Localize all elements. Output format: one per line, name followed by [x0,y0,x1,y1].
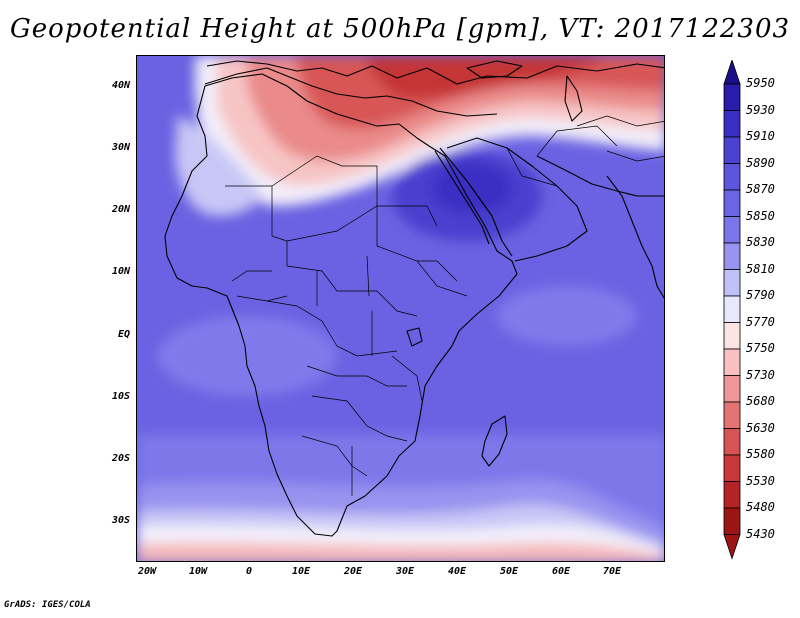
border-9 [301,435,368,477]
field-band-5830-indian [497,286,637,346]
colorbar-label: 5480 [746,500,775,514]
colorbar-swatch [723,163,741,191]
lat-label: EQ [117,329,130,340]
chart-title: Geopotential Height at 500hPa [gpm], VT:… [9,14,791,44]
colorbar-swatch [723,507,741,535]
field-band-5530-north [367,56,607,98]
border-6 [266,300,398,357]
arabia-coastline [446,137,588,262]
madagascar-coastline [481,415,508,467]
colorbar-swatch [723,375,741,403]
field-band-5830-atlantic [157,316,337,396]
colorbar-swatch [723,295,741,323]
colorbar-label: 5870 [746,182,775,196]
colorbar-swatch [723,454,741,482]
colorbar-label: 5830 [746,235,775,249]
colorbar-swatch [723,428,741,456]
colorbar-swatch [723,348,741,376]
colorbar-label: 5730 [746,367,775,382]
colorbar-label: 5680 [746,394,775,408]
lon-label: 20W [137,566,157,577]
colorbar-label: 5850 [746,208,775,223]
colorbar-label: 5430 [746,526,775,541]
lat-label: 30S [111,515,130,526]
colorbar-label: 5930 [746,102,775,117]
colorbar-swatch [723,269,741,297]
colorbar-swatch [723,136,741,164]
lon-label: 40E [447,566,467,577]
lat-label: 20N [111,204,130,215]
colorbar-swatch [723,481,741,509]
field-band-5730-south [137,543,664,561]
mediterranean-south-coast [204,67,498,117]
colorbar-label: 5790 [746,288,775,302]
coastlines [164,60,664,537]
colorbar [723,60,741,560]
colorbar-swatch [723,322,741,350]
colorbar-max-arrow [723,60,741,85]
border-20 [576,115,664,127]
border-18 [506,147,558,187]
lon-label: 0 [245,566,253,577]
border-8 [311,395,408,442]
grads-credit: GrADS: IGES/COLA [4,600,91,610]
lat-label: 20S [111,453,130,464]
colorbar-label: 5910 [746,129,775,143]
border-1 [225,185,288,266]
colorbar-label: 5630 [746,420,775,435]
border-5 [286,265,418,317]
europe-coastline [206,60,664,85]
colorbar-swatch [723,83,741,111]
colorbar-swatch [723,189,741,217]
colorbar-min-arrow [723,534,741,560]
lon-label: 50E [499,566,519,577]
lat-label: 10S [111,391,130,402]
border-13 [417,260,458,282]
colorbar-label: 5580 [746,447,775,461]
colorbar-swatch [723,216,741,244]
border-17 [231,270,272,282]
colorbar-swatch [723,242,741,270]
africa-coastline [164,73,518,537]
lon-label: 30E [395,566,415,577]
border-21 [606,150,664,162]
red-sea-east-coast [439,147,513,257]
colorbar-label: 5890 [746,155,775,170]
border-2 [271,155,378,206]
lon-label: 60E [551,566,571,577]
lat-label: 10N [111,266,130,277]
india-coastline [606,175,664,299]
lat-label: 40N [111,80,130,91]
lake-victoria [406,327,423,347]
country-borders [225,115,664,496]
black-sea-coastline [466,60,523,79]
lon-label: 70E [602,566,622,577]
map-panel [136,55,665,562]
iran-coastline [536,155,664,197]
lon-label: 10E [291,566,311,577]
field-band-5790-west [175,116,260,216]
red-sea-west-coast [434,150,490,245]
border-11 [366,255,370,297]
caspian-sea-coastline [564,75,583,122]
colorbar-swatch [723,110,741,138]
lat-label: 30N [111,142,130,153]
lon-label: 10W [188,566,208,577]
colorbar-label: 5950 [746,76,775,90]
field-band-5850-nw [137,56,197,96]
geopotential-map [137,56,664,561]
lon-label: 20E [343,566,363,577]
colorbar-label: 5770 [746,314,775,329]
border-7 [306,365,407,387]
colorbar-label: 5750 [746,341,775,355]
border-16 [236,295,288,302]
border-19 [536,125,618,157]
colorbar-label: 5530 [746,473,775,488]
border-15 [391,355,423,402]
colorbar-swatch [723,401,741,429]
colorbar-label: 5810 [746,261,775,276]
